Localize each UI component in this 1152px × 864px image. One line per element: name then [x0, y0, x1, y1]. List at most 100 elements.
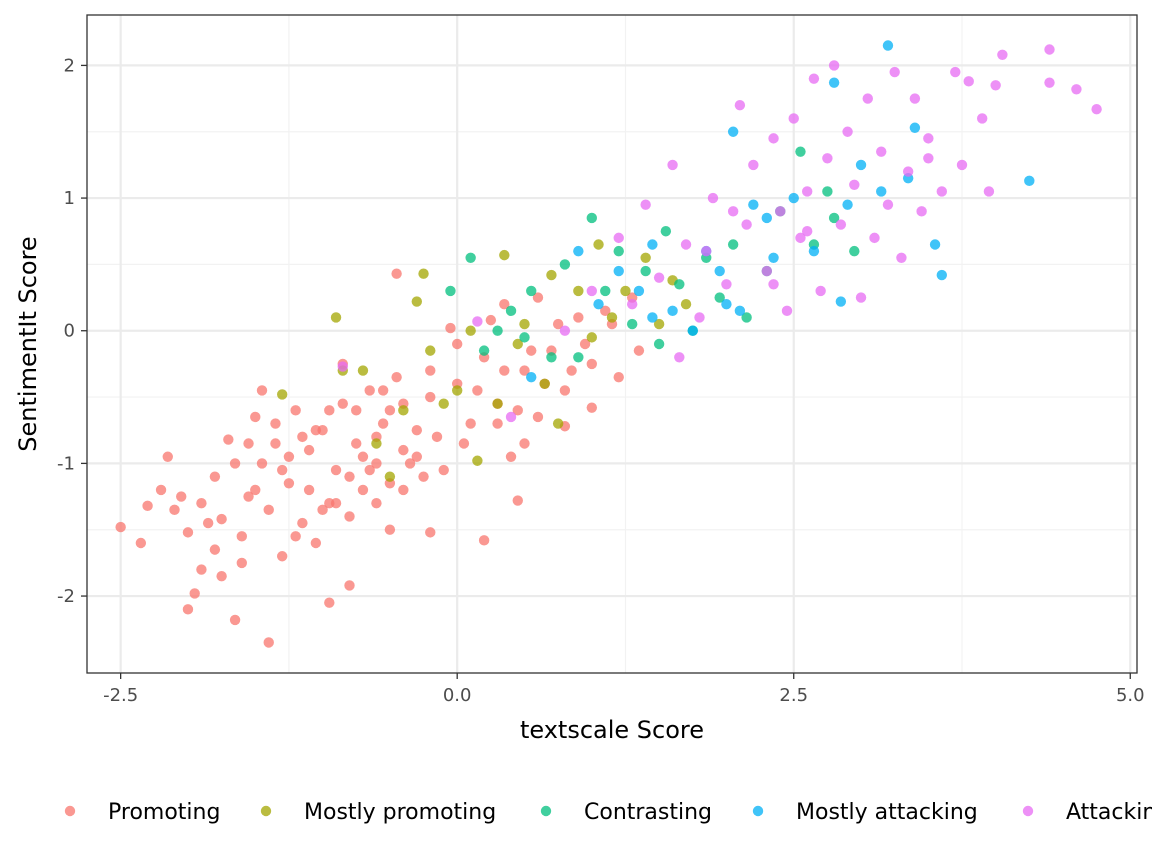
data-point	[680, 239, 692, 250]
data-point	[559, 259, 571, 270]
data-point	[519, 332, 530, 343]
data-point	[586, 332, 598, 343]
data-point	[398, 405, 409, 416]
data-point	[209, 544, 221, 555]
data-point	[135, 537, 147, 549]
data-point	[371, 458, 382, 469]
data-point	[573, 352, 584, 363]
data-point	[855, 159, 867, 171]
data-point	[398, 444, 409, 456]
data-point	[748, 159, 759, 171]
data-point	[936, 269, 948, 281]
data-point	[842, 126, 853, 137]
data-point	[950, 66, 961, 78]
data-point	[256, 385, 268, 396]
legend-item: Contrasting	[540, 800, 712, 825]
data-point	[566, 365, 577, 376]
data-point	[546, 352, 557, 363]
data-point	[626, 299, 638, 310]
data-point	[788, 113, 799, 124]
data-point	[647, 312, 658, 323]
y-tick-label: -2	[57, 586, 75, 607]
data-point	[425, 345, 436, 356]
data-point	[351, 438, 362, 449]
data-point	[822, 153, 833, 164]
data-point	[586, 402, 598, 413]
data-point	[196, 497, 207, 509]
data-point	[876, 146, 887, 157]
data-point	[748, 199, 759, 210]
data-point	[653, 318, 665, 330]
series-attacking	[337, 44, 1102, 423]
data-point	[593, 299, 604, 310]
data-point	[714, 292, 725, 303]
data-point	[472, 455, 483, 466]
data-point	[613, 371, 624, 383]
data-point	[391, 371, 402, 383]
data-point	[290, 405, 301, 416]
data-point	[586, 358, 598, 370]
data-point	[795, 146, 806, 157]
data-point	[889, 66, 900, 78]
legend-key	[540, 805, 552, 817]
legend-item: Mostly attacking	[752, 800, 978, 825]
data-point	[250, 484, 261, 496]
data-point	[828, 212, 840, 224]
data-point	[371, 497, 382, 509]
data-point	[283, 478, 295, 489]
data-point	[526, 285, 537, 297]
data-point	[404, 458, 416, 469]
data-point	[270, 438, 281, 449]
data-point	[815, 285, 826, 297]
points-layer	[115, 40, 1102, 648]
data-point	[768, 279, 779, 290]
legend-item: Promoting	[64, 800, 220, 825]
data-point	[398, 484, 409, 496]
data-point	[391, 268, 402, 279]
series-mostly-promoting	[276, 239, 692, 482]
data-point	[997, 49, 1008, 60]
data-point	[445, 285, 456, 297]
x-axis-title: textscale Score	[520, 716, 704, 744]
data-point	[384, 471, 396, 482]
data-point	[923, 133, 934, 144]
data-point	[674, 279, 685, 290]
data-point	[236, 557, 248, 569]
data-point	[324, 405, 335, 416]
data-point	[478, 535, 490, 546]
x-tick-label: 2.5	[779, 685, 808, 706]
data-point	[741, 312, 752, 323]
data-point	[357, 484, 369, 496]
data-point	[532, 292, 544, 303]
data-point	[963, 76, 974, 87]
data-point	[902, 166, 914, 177]
data-point	[606, 312, 618, 323]
data-point	[647, 239, 658, 250]
data-point	[667, 305, 678, 317]
plot-background	[87, 15, 1137, 673]
x-tick-label: -2.5	[103, 685, 138, 706]
data-point	[519, 365, 530, 376]
data-point	[344, 511, 355, 522]
data-point	[768, 133, 779, 144]
data-point	[283, 451, 295, 462]
data-point	[593, 239, 604, 250]
data-point	[714, 265, 725, 277]
data-point	[492, 398, 503, 409]
data-point	[276, 389, 288, 400]
data-point	[788, 192, 799, 204]
data-point	[849, 245, 860, 257]
data-point	[727, 206, 739, 217]
data-point	[250, 411, 261, 423]
data-point	[162, 451, 173, 462]
legend-key	[260, 805, 272, 817]
data-point	[808, 245, 820, 257]
data-point	[236, 531, 248, 542]
data-point	[721, 299, 732, 310]
data-point	[741, 219, 752, 230]
data-point	[1091, 103, 1102, 115]
data-point	[835, 219, 847, 230]
data-point	[1044, 44, 1055, 55]
data-point	[876, 186, 887, 197]
